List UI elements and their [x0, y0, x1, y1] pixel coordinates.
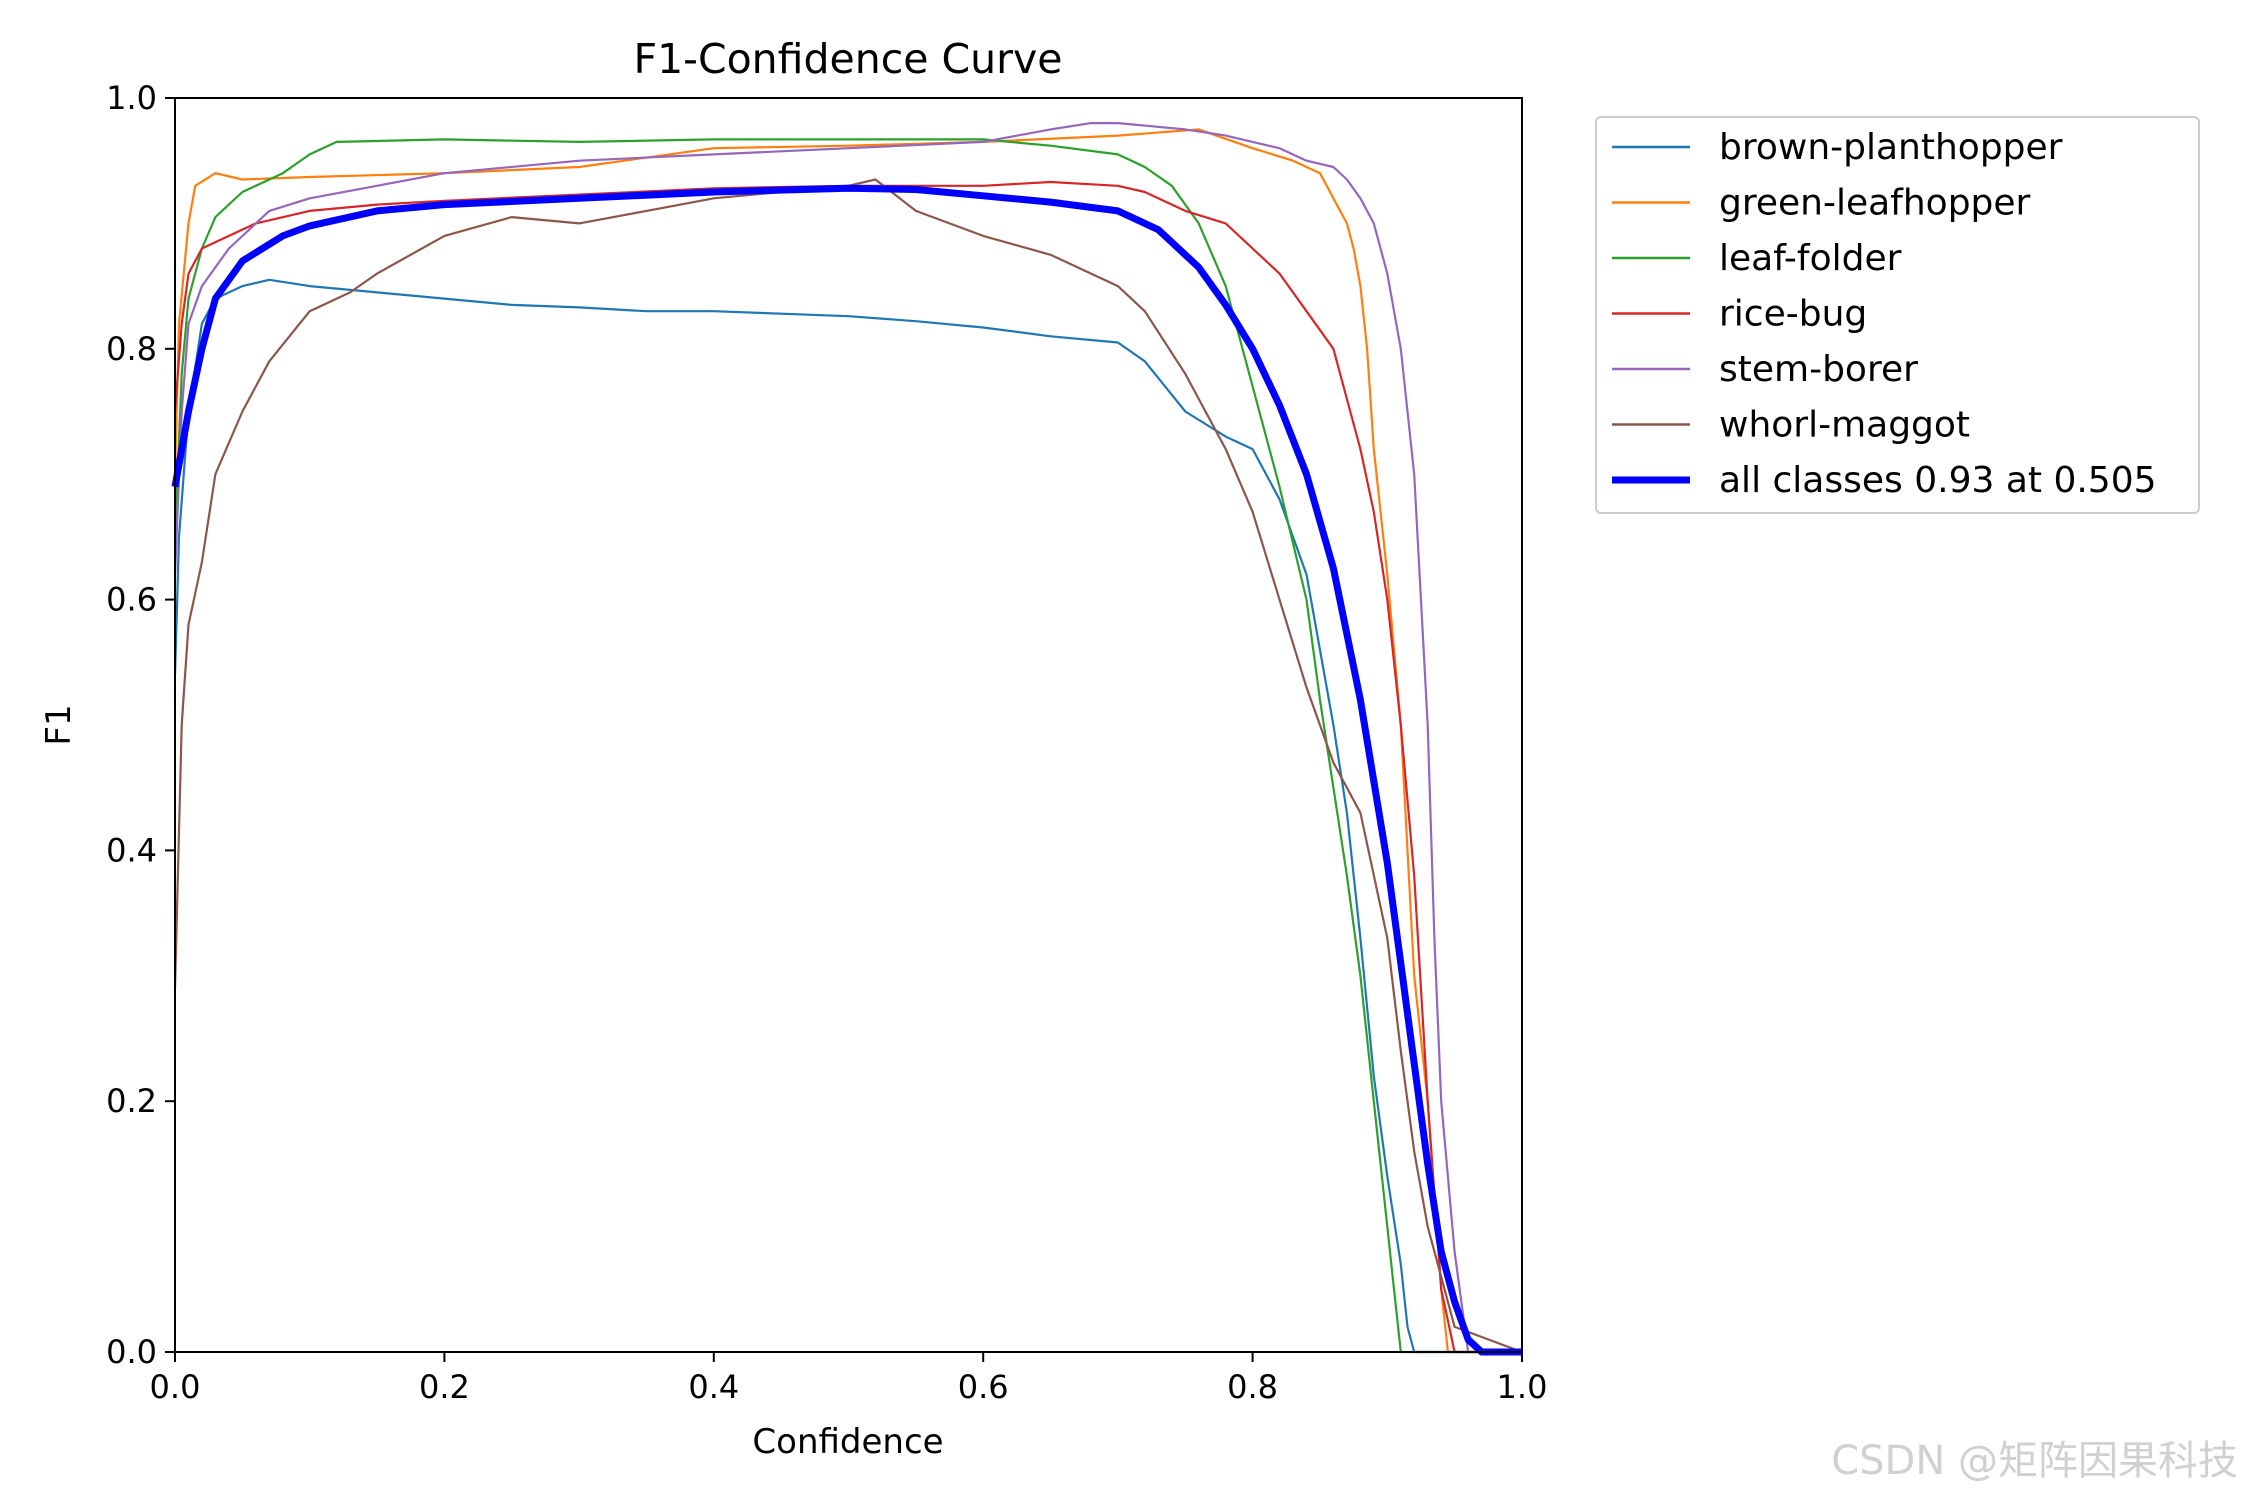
x-axis-ticks: 0.0 0.2 0.4 0.6 0.8 1.0 [150, 1352, 1548, 1406]
y-tick-label: 1.0 [106, 79, 157, 117]
plot-frame [174, 97, 1523, 1353]
chart-title: F1-Confidence Curve [634, 35, 1063, 83]
x-tick-label: 1.0 [1497, 1368, 1548, 1406]
y-tick-label: 0.4 [106, 831, 157, 869]
watermark: CSDN @矩阵因果科技 [1831, 1438, 2238, 1484]
x-tick-label: 0.8 [1227, 1368, 1278, 1406]
legend-label-green-leafhopper: green-leafhopper [1719, 183, 2031, 224]
series-line-whorl-maggot [173, 178, 1523, 1354]
series-line-brown-planthopper [173, 278, 1522, 1354]
legend-label-brown-planthopper: brown-planthopper [1719, 127, 2063, 168]
series-line-green-leafhopper [173, 128, 1522, 1354]
legend-label-whorl-maggot: whorl-maggot [1719, 405, 1970, 446]
x-tick-label: 0.0 [150, 1368, 201, 1406]
y-tick-label: 0.8 [106, 330, 157, 368]
legend-frame [1595, 116, 2200, 514]
x-tick-label: 0.4 [688, 1368, 739, 1406]
legend-items: brown-planthopper green-leafhopper leaf-fo… [1612, 127, 2157, 501]
series-line-all-classes-0-93-at-0-505 [171, 184, 1522, 1356]
y-tick-label: 0.6 [106, 581, 157, 619]
y-axis-label: F1 [39, 704, 79, 745]
legend-label-leaf-folder: leaf-folder [1719, 238, 1902, 279]
x-tick-label: 0.2 [419, 1368, 470, 1406]
x-tick-label: 0.6 [958, 1368, 1009, 1406]
y-tick-label: 0.0 [106, 1333, 157, 1371]
series-line-leaf-folder [173, 138, 1522, 1354]
series-layer [171, 121, 1523, 1356]
y-tick-label: 0.2 [106, 1082, 157, 1120]
series-line-rice-bug [173, 180, 1522, 1354]
legend-label-stem-borer: stem-borer [1719, 349, 1918, 390]
series-line-stem-borer [173, 121, 1522, 1354]
x-axis-label: Confidence [752, 1422, 943, 1462]
y-axis-ticks: 0.0 0.2 0.4 0.6 0.8 1.0 [106, 79, 175, 1371]
legend: brown-planthopper green-leafhopper leaf-fo… [1595, 116, 2200, 514]
legend-label-all-classes-0-93-at-0-505: all classes 0.93 at 0.505 [1719, 460, 2157, 501]
legend-label-rice-bug: rice-bug [1719, 294, 1867, 335]
